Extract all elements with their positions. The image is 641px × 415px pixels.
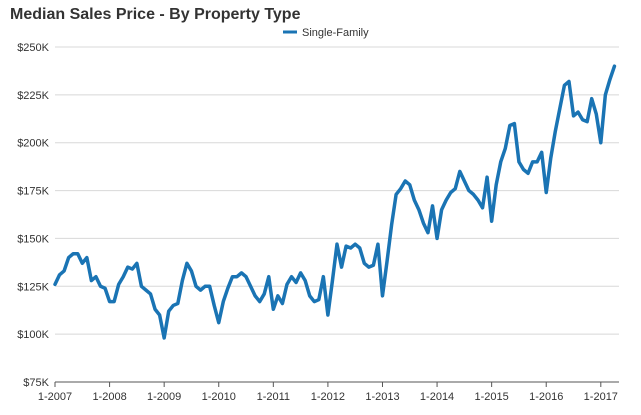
y-tick-label: $75K: [23, 377, 49, 389]
x-tick-label: 1-2015: [475, 391, 509, 403]
x-tick-label: 1-2017: [584, 391, 618, 403]
y-tick-label: $100K: [17, 329, 49, 341]
x-tick-label: 1-2012: [311, 391, 345, 403]
x-axis: 1-2007 1-2008 1-2009 1-2010 1-2011 1-2012 1-20…: [38, 381, 619, 403]
x-tick-label: 1-2007: [38, 391, 72, 403]
x-tick-label: 1-2016: [529, 391, 563, 403]
x-tick-label: 1-2010: [202, 391, 236, 403]
x-tick-label: 1-2014: [420, 391, 454, 403]
y-tick-label: $250K: [17, 42, 49, 54]
legend[interactable]: Single-Family: [283, 27, 369, 39]
y-tick-label: $175K: [17, 186, 49, 198]
x-tick-label: 1-2009: [147, 391, 181, 403]
series-line-single-family: [53, 64, 617, 340]
y-tick-label: $200K: [17, 138, 49, 150]
x-tick-label: 1-2008: [92, 391, 126, 403]
y-axis-tick-labels: $75K $100K $125K $150K $175K $200K $225K $250K: [17, 42, 49, 389]
series-layer: [53, 64, 617, 340]
x-tick-label: 1-2013: [365, 391, 399, 403]
chart-title: Median Sales Price - By Property Type: [10, 6, 301, 23]
x-tick-label: 1-2011: [257, 391, 290, 403]
y-tick-label: $125K: [17, 281, 49, 293]
y-tick-label: $225K: [17, 90, 49, 102]
y-tick-label: $150K: [17, 233, 49, 245]
legend-label-single-family: Single-Family: [302, 27, 369, 39]
grid-lines: [55, 46, 619, 335]
